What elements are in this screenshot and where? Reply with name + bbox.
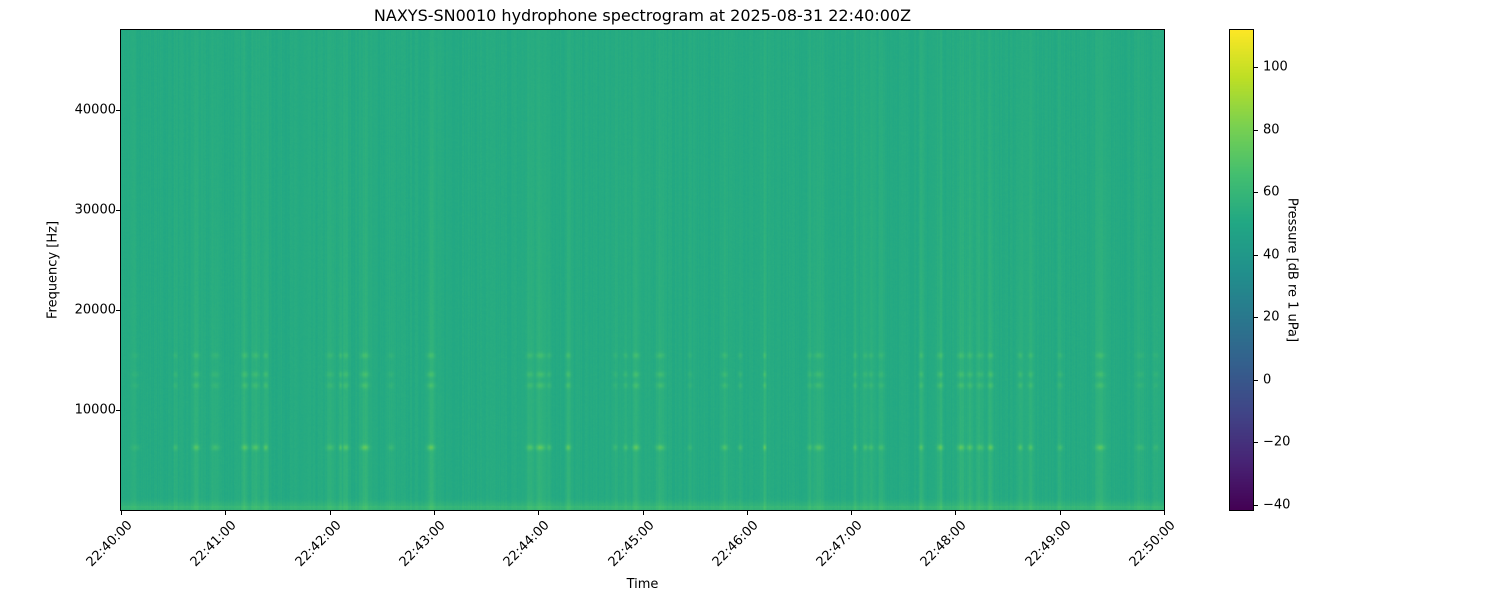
x-tick <box>1059 511 1061 515</box>
x-tick <box>851 511 853 515</box>
colorbar-tick <box>1254 192 1258 194</box>
colorbar-tick <box>1254 317 1258 319</box>
spectrogram-heatmap <box>121 30 1164 510</box>
x-tick-label: 22:49:00 <box>1022 518 1075 570</box>
colorbar-tick <box>1254 504 1258 506</box>
colorbar-tick-label: 40 <box>1263 247 1280 263</box>
colorbar-tick <box>1254 66 1258 68</box>
y-tick-label: 10000 <box>74 402 116 418</box>
colorbar-tick-label: −20 <box>1263 434 1291 450</box>
x-tick-label: 22:47:00 <box>813 518 866 570</box>
x-tick-label: 22:43:00 <box>396 518 449 570</box>
colorbar-tick-label: 100 <box>1263 59 1288 75</box>
colorbar-tick <box>1254 254 1258 256</box>
colorbar-tick <box>1254 442 1258 444</box>
colorbar-tick-label: 20 <box>1263 309 1280 325</box>
x-tick <box>746 511 748 515</box>
x-tick <box>329 511 331 515</box>
x-tick-label: 22:44:00 <box>500 518 553 570</box>
y-tick <box>116 210 120 211</box>
x-tick <box>642 511 644 515</box>
x-tick <box>433 511 435 515</box>
x-tick <box>538 511 540 515</box>
y-axis-label: Frequency [Hz] <box>45 220 61 320</box>
colorbar <box>1230 30 1253 510</box>
x-tick <box>225 511 227 515</box>
x-tick-label: 22:50:00 <box>1126 518 1179 570</box>
x-axis-label: Time <box>626 577 659 592</box>
colorbar-tick-label: 60 <box>1263 184 1280 200</box>
colorbar-tick-label: 0 <box>1263 372 1272 388</box>
chart-title: NAXYS-SN0010 hydrophone spectrogram at 2… <box>373 6 912 25</box>
x-tick-label: 22:45:00 <box>605 518 658 570</box>
y-tick <box>116 410 120 411</box>
colorbar-label: Pressure [dB re 1 uPa] <box>1284 197 1300 343</box>
colorbar-tick-label: 80 <box>1263 122 1280 137</box>
x-tick-label: 22:42:00 <box>292 518 345 570</box>
colorbar-tick <box>1254 379 1258 381</box>
y-tick <box>116 310 120 311</box>
colorbar-tick <box>1254 129 1258 131</box>
y-tick-label: 30000 <box>74 202 116 218</box>
x-tick <box>1164 511 1165 515</box>
y-tick-label: 20000 <box>74 302 116 318</box>
x-tick-label: 22:41:00 <box>188 518 240 570</box>
x-tick-label: 22:46:00 <box>709 518 762 570</box>
colorbar-tick-label: −40 <box>1263 497 1291 513</box>
x-tick <box>121 511 122 515</box>
x-tick-label: 22:48:00 <box>918 518 970 570</box>
x-tick-label: 22:40:00 <box>83 518 136 570</box>
y-tick-label: 40000 <box>74 102 116 118</box>
y-tick <box>116 110 120 111</box>
x-tick <box>955 511 957 515</box>
